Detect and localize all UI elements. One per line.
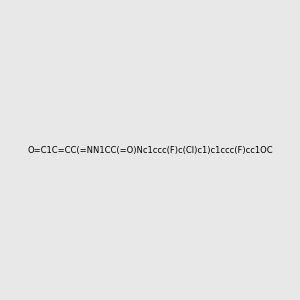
Text: O=C1C=CC(=NN1CC(=O)Nc1ccc(F)c(Cl)c1)c1ccc(F)cc1OC: O=C1C=CC(=NN1CC(=O)Nc1ccc(F)c(Cl)c1)c1cc… [27,146,273,154]
